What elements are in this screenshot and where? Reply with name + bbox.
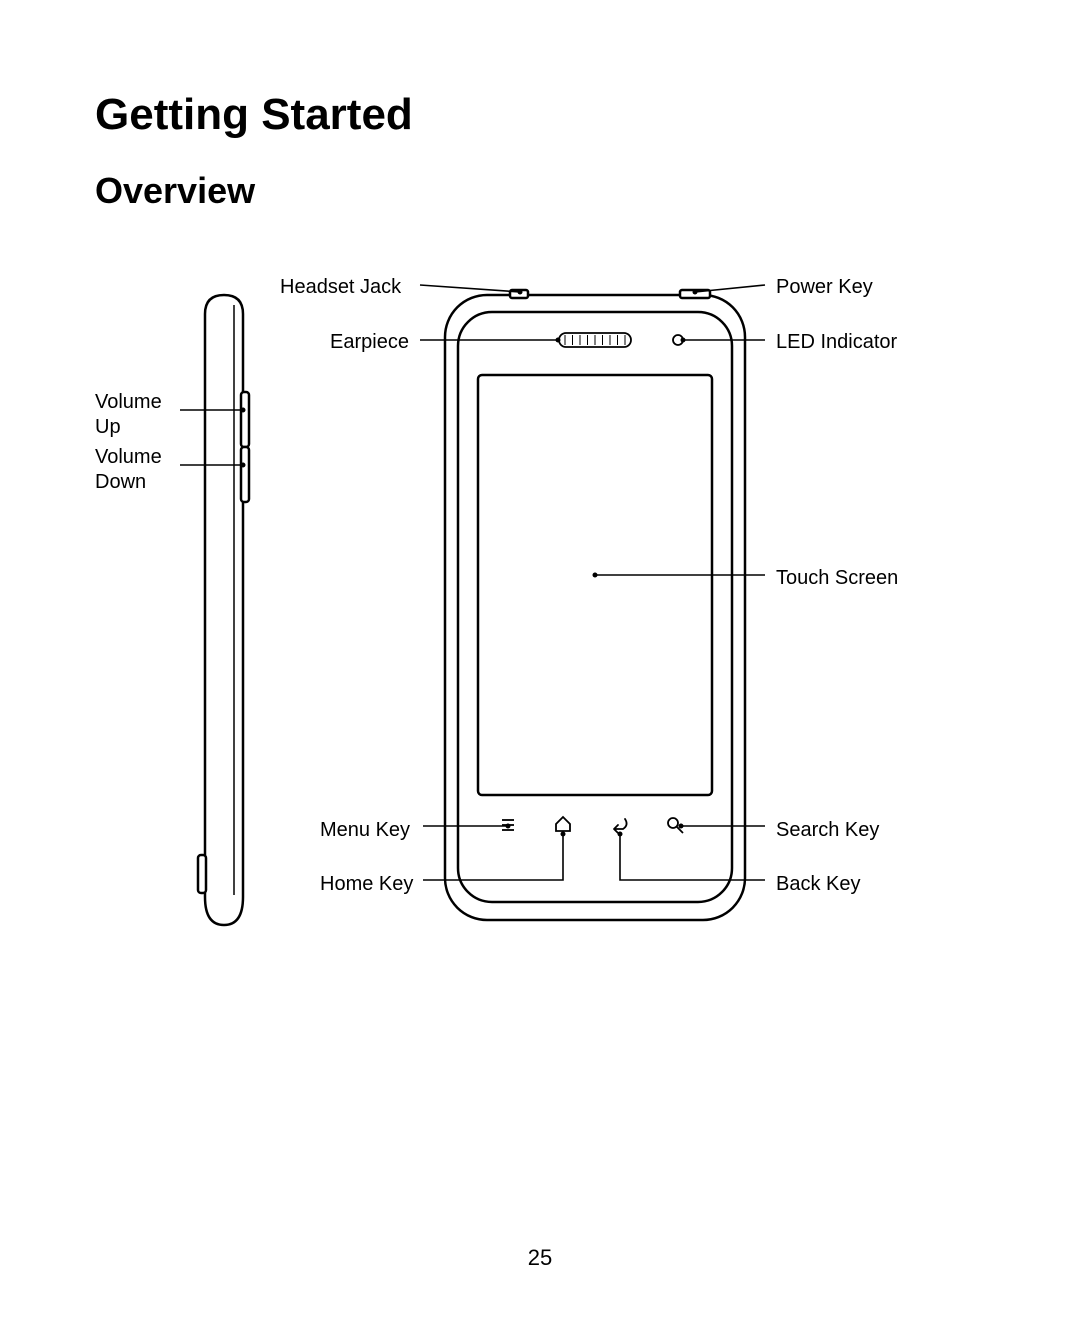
leader-headset_jack (420, 285, 520, 292)
leader-power_key (695, 285, 765, 292)
label-earpiece: Earpiece (330, 330, 409, 355)
phone-overview-diagram (0, 0, 1080, 1320)
leader-dot-search_key (679, 824, 684, 829)
label-home-key: Home Key (320, 872, 413, 897)
port-side (198, 855, 206, 893)
leader-dot-volume_up (241, 408, 246, 413)
manual-page: Getting Started Overview Volume UpVolume… (0, 0, 1080, 1320)
label-headset-jack: Headset Jack (280, 275, 401, 300)
phone-side-outline (205, 295, 243, 925)
page-number: 25 (0, 1245, 1080, 1271)
volume-button-side (241, 392, 249, 447)
label-menu-key: Menu Key (320, 818, 410, 843)
phone-touch-screen (478, 375, 712, 795)
label-volume-up: Volume Up (95, 390, 162, 440)
volume-button-side (241, 447, 249, 502)
label-led: LED Indicator (776, 330, 897, 355)
leader-dot-led (681, 338, 686, 343)
leader-dot-volume_down (241, 463, 246, 468)
leader-dot-home_key (561, 832, 566, 837)
leader-dot-power_key (693, 290, 698, 295)
label-back-key: Back Key (776, 872, 860, 897)
leader-dot-touch_screen (593, 573, 598, 578)
leader-dot-back_key (618, 832, 623, 837)
label-touch-screen: Touch Screen (776, 566, 898, 591)
label-power-key: Power Key (776, 275, 873, 300)
leader-dot-menu_key (506, 824, 511, 829)
label-volume-down: Volume Down (95, 445, 162, 495)
leader-dot-earpiece (556, 338, 561, 343)
label-search-key: Search Key (776, 818, 879, 843)
leader-dot-headset_jack (518, 290, 523, 295)
